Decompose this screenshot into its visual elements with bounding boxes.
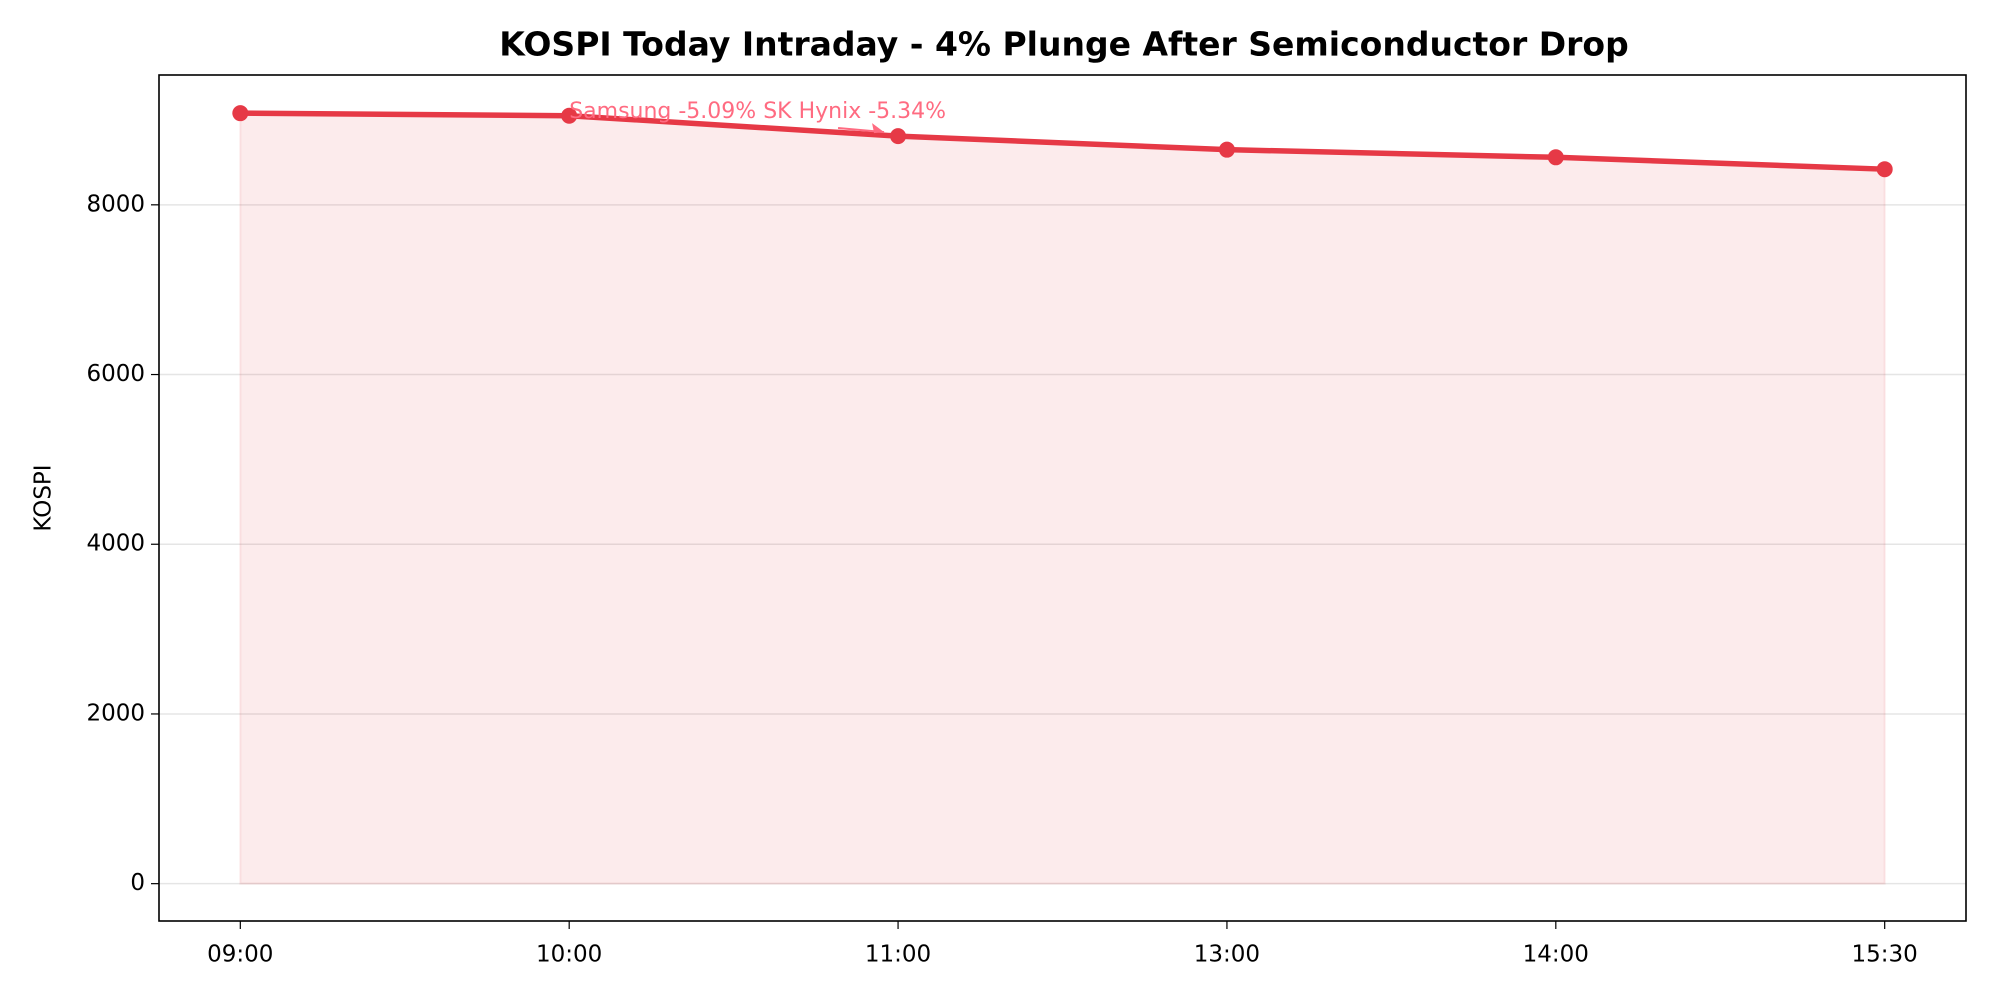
x-tick-label: 10:00 [536,942,602,968]
plot-frame [158,74,1967,922]
point [1876,161,1893,178]
x-tick-label: 11:00 [865,942,931,968]
annotation-arrowhead [872,123,885,134]
point [890,128,907,145]
line [240,110,1885,172]
point [561,107,578,124]
y-tick-label: 8000 [86,191,145,217]
y-tick-label: 2000 [86,700,145,726]
x-tick-label: 09:00 [207,942,273,968]
x-tick-label: 13:00 [1194,942,1260,968]
y-tick-label: 6000 [86,361,145,387]
point [232,105,249,122]
annotation: Samsung -5.09% SK Hynix -5.34% [569,99,946,124]
point [1218,141,1235,158]
chart-title: KOSPI Today Intraday - 4% Plunge After S… [499,25,1628,64]
x-tick-label: 14:00 [1523,942,1589,968]
y-axis-label: KOSPI [31,464,57,531]
x-tick-label: 15:30 [1852,942,1918,968]
y-tick-label: 4000 [86,531,145,557]
point [1547,149,1564,166]
area-fill [239,112,1886,885]
y-tick-label: 0 [130,870,145,896]
